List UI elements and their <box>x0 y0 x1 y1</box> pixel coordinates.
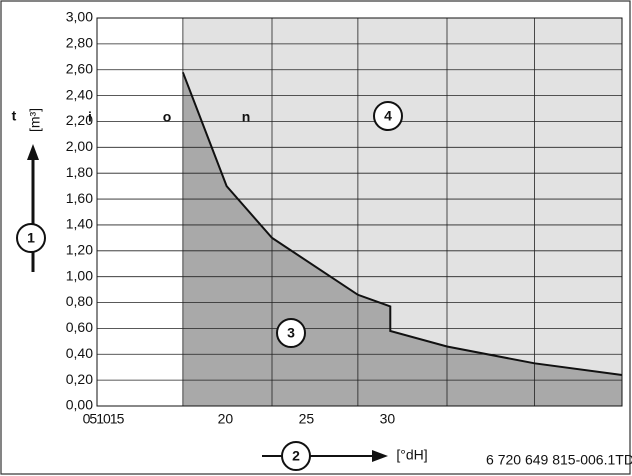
marker-circle <box>373 101 403 131</box>
y-label-symbol: t <box>12 108 17 124</box>
y-tick-label: 1,00 <box>66 267 93 283</box>
y-tick-label: 0,60 <box>66 319 93 335</box>
x-tick-label: 30 <box>380 411 396 427</box>
x-arrow-head <box>372 450 388 462</box>
marker-circle <box>281 441 311 471</box>
y-tick-label: 0,40 <box>66 345 93 361</box>
y-tick-label: 1,80 <box>66 164 93 180</box>
region-letter: i <box>88 109 92 125</box>
x-tick-label: 20 <box>218 411 234 427</box>
marker-label: 4 <box>384 108 392 124</box>
marker-label: 3 <box>287 325 295 341</box>
y-label-unit: [m³] <box>27 108 43 132</box>
curve <box>181 71 623 376</box>
y-arrow-head <box>27 144 39 160</box>
y-tick-label: 2,80 <box>66 35 93 51</box>
y-tick-label: 1,60 <box>66 190 93 206</box>
region-letter: n <box>242 109 251 125</box>
y-tick-label: 0,00 <box>66 397 93 413</box>
figure-code: 6 720 649 815-006.1TD <box>486 452 632 468</box>
x-tick-label: 051015 <box>83 411 125 427</box>
y-tick-label: 0,80 <box>66 293 93 309</box>
x-label: [°dH] <box>396 447 427 463</box>
y-tick-label: 3,00 <box>66 9 93 25</box>
y-tick-label: 2,00 <box>66 138 93 154</box>
y-tick-label: 1,20 <box>66 242 93 258</box>
marker-circle <box>16 223 46 253</box>
marker-label: 2 <box>292 448 300 464</box>
region-letter: o <box>163 109 172 125</box>
marker-label: 1 <box>27 230 35 246</box>
y-tick-label: 1,40 <box>66 216 93 232</box>
x-tick-label: 25 <box>299 411 315 427</box>
plot-area <box>96 17 623 407</box>
y-tick-label: 2,40 <box>66 86 93 102</box>
y-tick-label: 0,20 <box>66 371 93 387</box>
y-tick-label: 2,60 <box>66 60 93 76</box>
marker-circle <box>276 318 306 348</box>
y-tick-label: 2,20 <box>66 112 93 128</box>
plot-border <box>96 17 623 407</box>
